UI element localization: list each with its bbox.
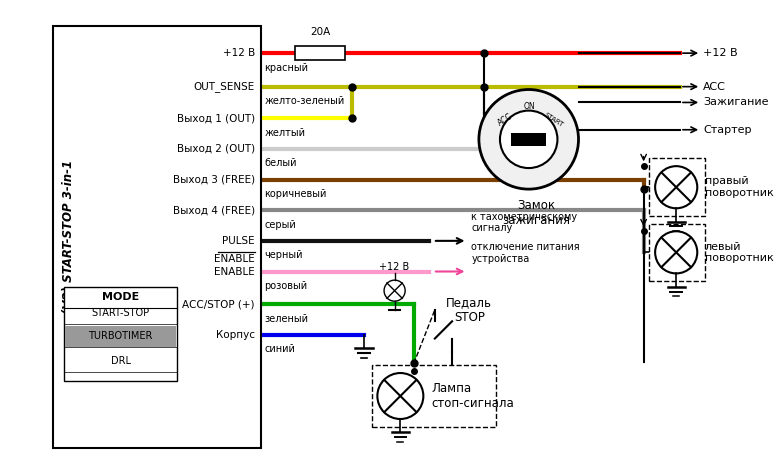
Bar <box>650 159 705 216</box>
Text: ACC: ACC <box>703 82 726 92</box>
Circle shape <box>500 111 558 168</box>
Bar <box>371 365 496 427</box>
Text: желто-зеленый: желто-зеленый <box>264 96 345 106</box>
Text: +12 В: +12 В <box>703 48 738 58</box>
Text: ACC: ACC <box>497 112 515 128</box>
Text: +12 В: +12 В <box>222 48 255 58</box>
Text: черный: черный <box>264 250 303 260</box>
Text: красный: красный <box>264 63 308 73</box>
Text: к тахометрическому
сигналу: к тахометрическому сигналу <box>471 211 577 233</box>
Text: левый
поворотник: левый поворотник <box>705 242 774 263</box>
Text: ACC/STOP (+): ACC/STOP (+) <box>183 299 255 309</box>
Text: желтый: желтый <box>264 128 305 138</box>
Text: +12 В: +12 В <box>380 263 410 273</box>
Text: TURBOTIMER: TURBOTIMER <box>88 331 153 341</box>
Text: MODE: MODE <box>102 292 140 303</box>
Text: START-STOP: START-STOP <box>91 308 150 318</box>
Text: (V2) START-STOP 3-in-1: (V2) START-STOP 3-in-1 <box>62 160 75 314</box>
Bar <box>512 133 546 146</box>
Text: Выход 3 (FREE): Выход 3 (FREE) <box>172 174 255 185</box>
Text: зеленый: зеленый <box>264 314 308 323</box>
Bar <box>650 224 705 281</box>
Text: PULSE: PULSE <box>222 236 255 246</box>
Bar <box>64 287 177 380</box>
Bar <box>295 47 345 60</box>
Text: ON: ON <box>524 102 536 111</box>
Text: Выход 1 (OUT): Выход 1 (OUT) <box>176 113 255 123</box>
Text: серый: серый <box>264 220 296 230</box>
Text: START: START <box>543 112 564 128</box>
Text: правый
поворотник: правый поворотник <box>705 176 774 198</box>
Text: отключение питания
устройства: отключение питания устройства <box>471 242 580 264</box>
Text: Корпус: Корпус <box>216 330 255 340</box>
Text: 20А: 20А <box>310 27 330 37</box>
Text: Лампа
стоп-сигнала: Лампа стоп-сигнала <box>431 382 514 410</box>
Text: Выход 2 (OUT): Выход 2 (OUT) <box>176 144 255 154</box>
Text: Выход 4 (FREE): Выход 4 (FREE) <box>172 205 255 215</box>
Text: Замок
зажигания: Замок зажигания <box>502 199 570 227</box>
Text: Зажигание: Зажигание <box>703 97 768 107</box>
Text: OUT_SENSE: OUT_SENSE <box>193 81 255 92</box>
Bar <box>66 326 176 347</box>
Text: DRL: DRL <box>111 356 131 366</box>
Text: белый: белый <box>264 159 297 169</box>
Text: розовый: розовый <box>264 281 307 291</box>
Text: ENABLE: ENABLE <box>214 254 255 264</box>
Bar <box>53 26 261 448</box>
Text: ENABLE: ENABLE <box>214 266 255 276</box>
Text: синий: синий <box>264 344 295 354</box>
Text: Педаль
STOP: Педаль STOP <box>446 296 492 324</box>
Text: коричневый: коричневый <box>264 189 327 199</box>
Circle shape <box>479 89 579 189</box>
Text: Стартер: Стартер <box>703 125 751 135</box>
